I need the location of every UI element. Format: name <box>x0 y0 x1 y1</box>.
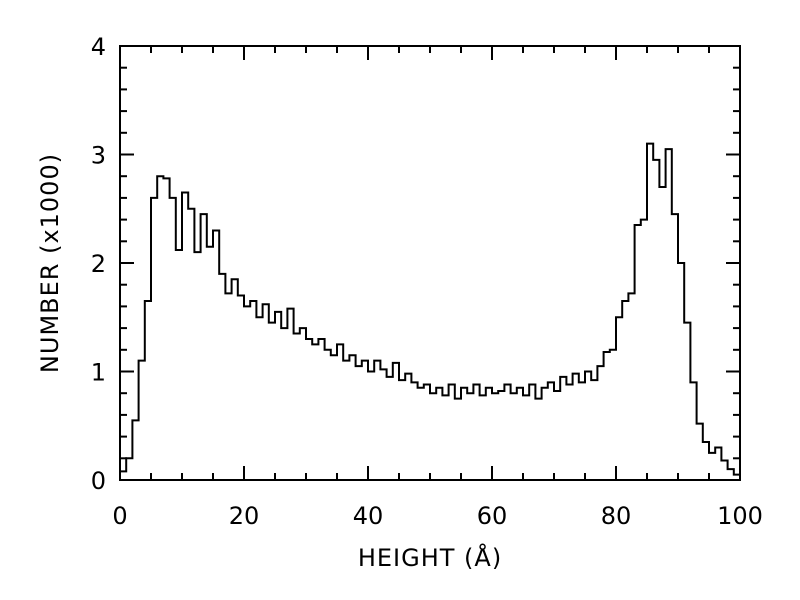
histogram-bin <box>709 453 715 480</box>
histogram-bin <box>325 350 331 480</box>
histogram-bin <box>579 382 585 480</box>
histogram-bin <box>659 187 665 480</box>
histogram-outline <box>119 142 741 480</box>
histogram-bin <box>455 399 461 480</box>
histogram-bin <box>176 250 182 480</box>
x-tick-label: 60 <box>477 502 508 530</box>
histogram-bin <box>486 388 492 480</box>
y-tick-label: 0 <box>91 467 106 495</box>
histogram-bin <box>418 388 424 480</box>
histogram-bin <box>306 339 312 480</box>
histogram-bin <box>194 252 200 480</box>
histogram-bin <box>300 328 306 480</box>
histogram-bin <box>349 355 355 480</box>
histogram-bin <box>467 393 473 480</box>
histogram-bin <box>424 385 430 480</box>
histogram-bin <box>442 395 448 480</box>
histogram-bin <box>504 385 510 480</box>
histogram-bin <box>560 377 566 480</box>
y-tick-label: 4 <box>91 33 106 61</box>
histogram-bin <box>219 274 225 480</box>
y-axis-title: NUMBER (x1000) <box>36 153 64 373</box>
histogram-bin <box>269 323 275 480</box>
histogram-bin <box>387 377 393 480</box>
x-axis-title: HEIGHT (Å) <box>358 543 502 572</box>
histogram-bin <box>281 328 287 480</box>
histogram-bin <box>628 293 634 480</box>
histogram-bin <box>597 366 603 480</box>
histogram-bin <box>201 214 207 480</box>
histogram-bin <box>399 380 405 480</box>
histogram-bin <box>411 382 417 480</box>
histogram-bin <box>473 385 479 480</box>
histogram-bin <box>232 279 238 480</box>
histogram-bin <box>548 382 554 480</box>
histogram-bin <box>337 344 343 480</box>
histogram-bin <box>517 388 523 480</box>
x-tick-label: 100 <box>717 502 763 530</box>
histogram-bin <box>356 366 362 480</box>
histogram-bin <box>535 399 541 480</box>
histogram-bin <box>368 372 374 481</box>
x-tick-label: 20 <box>229 502 260 530</box>
histogram-bin <box>225 293 231 480</box>
histogram-bin <box>585 372 591 481</box>
histogram-bin <box>318 339 324 480</box>
histogram-bin <box>207 247 213 480</box>
histogram-bin <box>566 385 572 480</box>
histogram-bin <box>405 374 411 480</box>
y-tick-label: 3 <box>91 142 106 170</box>
histogram-bin <box>492 393 498 480</box>
histogram-bin <box>374 361 380 480</box>
histogram-bin <box>498 391 504 480</box>
histogram-bin <box>523 395 529 480</box>
histogram-bin <box>380 369 386 480</box>
histogram-bin <box>256 317 262 480</box>
histogram-bin <box>591 380 597 480</box>
histogram-bin <box>604 352 610 480</box>
histogram-bin <box>163 178 169 480</box>
histogram-bin <box>622 301 628 480</box>
histogram-bin <box>343 361 349 480</box>
histogram-bin <box>461 388 467 480</box>
histogram-bin <box>511 393 517 480</box>
histogram-bin <box>542 388 548 480</box>
y-tick-label: 1 <box>91 359 106 387</box>
histogram-bin <box>244 306 250 480</box>
histogram-bin <box>641 220 647 480</box>
histogram-bin <box>480 395 486 480</box>
histogram-bin <box>250 301 256 480</box>
y-tick-label: 2 <box>91 250 106 278</box>
histogram-bin <box>653 160 659 480</box>
histogram-bin <box>294 334 300 480</box>
histogram-bin <box>362 361 368 480</box>
histogram-bin <box>331 355 337 480</box>
histogram-bin <box>436 388 442 480</box>
x-tick-label: 40 <box>353 502 384 530</box>
histogram-bin <box>312 344 318 480</box>
histogram-bin <box>263 304 269 480</box>
x-tick-label: 0 <box>112 502 127 530</box>
histogram-bin <box>430 393 436 480</box>
histogram-bin <box>573 374 579 480</box>
histogram-bin <box>238 296 244 480</box>
x-axis-ticks: 0 20 40 60 80 100 <box>112 46 763 530</box>
histogram-bin <box>157 176 163 480</box>
histogram-bin <box>554 391 560 480</box>
x-tick-label: 80 <box>601 502 632 530</box>
histogram-bin <box>275 312 281 480</box>
y-axis-ticks: 0 1 2 3 4 <box>91 33 740 495</box>
histogram-bin <box>610 350 616 480</box>
